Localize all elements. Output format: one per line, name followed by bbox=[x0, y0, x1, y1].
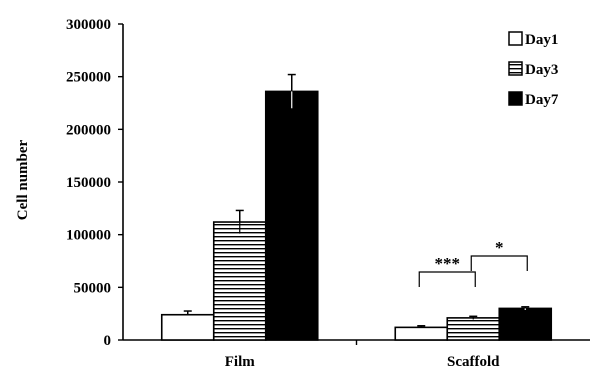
y-axis-label: Cell number bbox=[15, 139, 31, 220]
bar-day1-film bbox=[160, 313, 215, 341]
bar-day3-film bbox=[212, 221, 267, 341]
significance-label: * bbox=[495, 238, 504, 257]
error-bars bbox=[183, 73, 530, 328]
y-tick-label: 200000 bbox=[66, 122, 111, 138]
bars bbox=[160, 90, 553, 341]
legend-label: Day1 bbox=[525, 32, 558, 48]
bar-day7-scaffold bbox=[498, 307, 553, 341]
category-label: Scaffold bbox=[447, 354, 500, 370]
legend-swatch-day7 bbox=[508, 91, 523, 106]
legend-label: Day3 bbox=[525, 62, 558, 78]
category-label: Film bbox=[225, 354, 255, 370]
y-tick-label: 300000 bbox=[66, 17, 111, 33]
y-tick-label: 150000 bbox=[66, 175, 111, 191]
y-tick-label: 50000 bbox=[74, 280, 112, 296]
bar-day1-scaffold bbox=[394, 326, 449, 341]
significance-annotations: **** bbox=[418, 238, 528, 287]
bar-day3-scaffold bbox=[446, 317, 501, 341]
legend-swatch-day3 bbox=[508, 61, 523, 76]
significance-bracket bbox=[470, 255, 528, 271]
y-tick-label: 0 bbox=[104, 333, 112, 349]
legend-label: Day7 bbox=[525, 92, 559, 108]
bar-day7-film bbox=[264, 90, 319, 341]
y-tick-label: 250000 bbox=[66, 70, 111, 86]
significance-bracket bbox=[418, 271, 476, 287]
legend: Day1 Day3 Day7 bbox=[508, 31, 559, 108]
significance-label: *** bbox=[435, 254, 461, 273]
axes: 0 50000 100000 150000 200000 250000 300000 Film… bbox=[66, 17, 590, 370]
legend-swatch-day1 bbox=[508, 31, 523, 46]
y-tick-label: 100000 bbox=[66, 228, 111, 244]
